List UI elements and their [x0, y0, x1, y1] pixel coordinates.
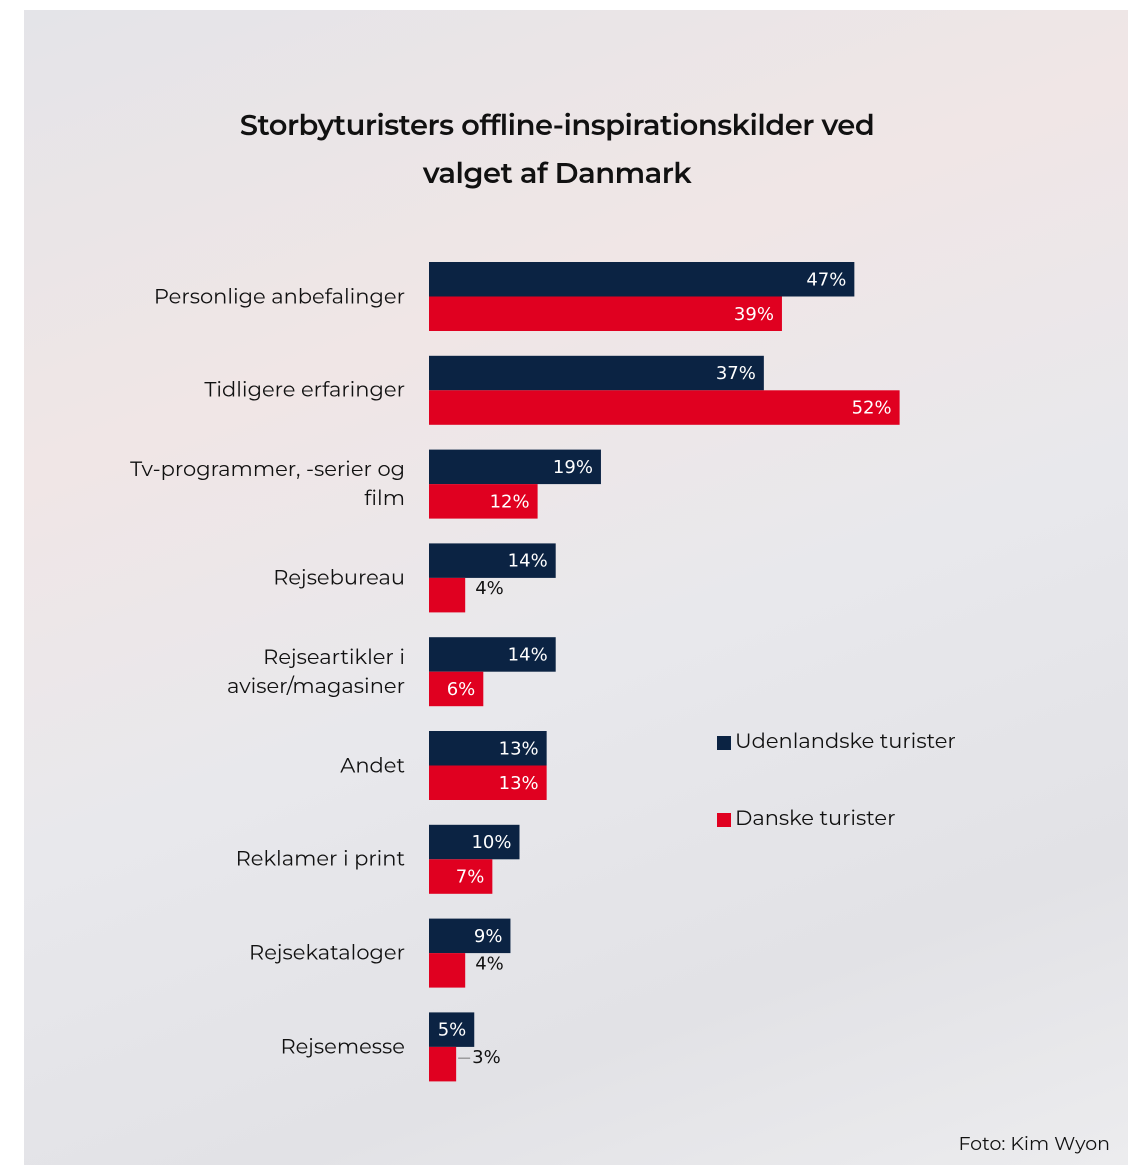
- value-label: 37%: [716, 363, 756, 384]
- plot: 47%39%37%52%19%12%14%4%14%6%13%13%10%7%9…: [429, 262, 900, 1082]
- category-label: Rejsekataloger: [249, 940, 405, 966]
- category-label: Personlige anbefalinger: [153, 284, 405, 309]
- bar: [429, 449, 601, 485]
- chart: Storbyturisters offline-inspirationskild…: [24, 10, 1128, 1165]
- value-label: 10%: [471, 832, 511, 853]
- value-label: 6%: [447, 679, 476, 700]
- bar: [429, 1046, 457, 1082]
- category-label: Reklamer i print: [235, 846, 405, 872]
- bar: [429, 953, 466, 988]
- value-label: 4%: [475, 578, 504, 599]
- category-label: Tidligere erfaringer: [204, 377, 405, 403]
- bar: [429, 390, 900, 425]
- bar: [429, 671, 484, 707]
- category-label: Rejsebureau: [273, 565, 405, 591]
- bar: [429, 918, 511, 954]
- value-label: 39%: [734, 304, 774, 325]
- value-label: 5%: [438, 1020, 467, 1041]
- bar: [429, 765, 547, 800]
- bar: [429, 731, 547, 766]
- value-label: 12%: [490, 491, 530, 512]
- photo-credit: Foto: Kim Wyon: [958, 1132, 1110, 1155]
- legend-label: Udenlandske turister: [735, 729, 956, 754]
- bar: [429, 637, 556, 672]
- legend-swatch: [717, 736, 731, 750]
- bar: [429, 296, 782, 331]
- value-label: 47%: [806, 269, 846, 290]
- value-label: 52%: [852, 398, 892, 419]
- bar: [429, 484, 538, 519]
- value-label: 13%: [499, 773, 539, 794]
- category-label: Rejseartikler i aviser/magasiner: [227, 644, 405, 699]
- bar: [429, 262, 855, 297]
- value-label: 7%: [456, 867, 485, 888]
- value-label: 19%: [553, 457, 593, 478]
- value-label: 14%: [508, 551, 548, 572]
- legend-label: Danske turister: [735, 806, 896, 831]
- bar: [429, 1012, 475, 1047]
- chart-title: Storbyturisters offline-inspirationskild…: [239, 108, 875, 191]
- category-label: Andet: [340, 753, 405, 778]
- bar: [429, 824, 520, 860]
- value-label: 4%: [475, 953, 504, 974]
- value-label: 14%: [508, 644, 548, 665]
- value-label: 3%: [472, 1047, 501, 1068]
- category-label: Rejsemesse: [280, 1034, 405, 1060]
- bar: [429, 543, 556, 578]
- legend-swatch: [717, 813, 731, 827]
- bar: [429, 355, 764, 391]
- category-label: Tv-programmer, -serier og film: [130, 457, 405, 512]
- value-label: 13%: [499, 738, 539, 759]
- value-label: 9%: [474, 926, 503, 947]
- bar: [429, 577, 466, 613]
- bar: [429, 859, 493, 894]
